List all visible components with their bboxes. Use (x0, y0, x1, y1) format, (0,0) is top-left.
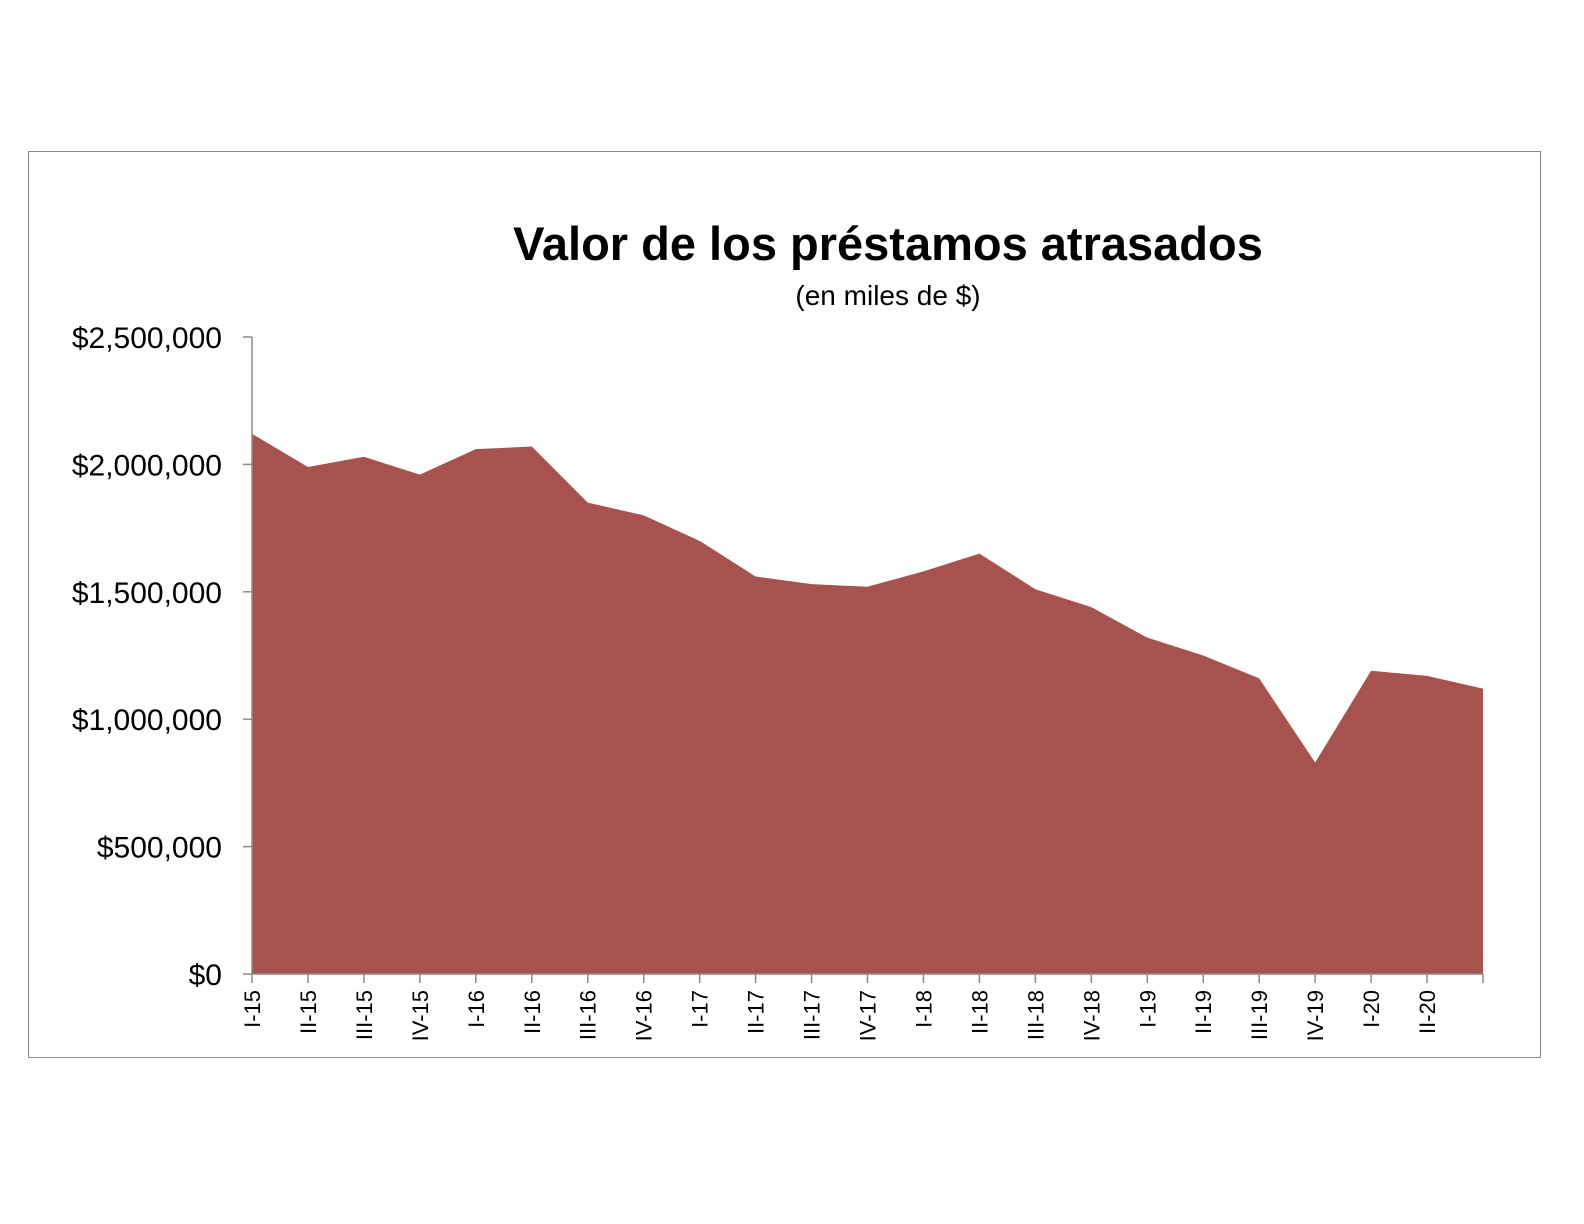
x-tick-label: III-19 (1247, 990, 1272, 1040)
x-tick-label: IV-16 (632, 990, 657, 1041)
y-tick-label: $2,500,000 (72, 322, 222, 355)
x-tick-label: I-16 (464, 990, 489, 1028)
chart-subtitle: (en miles de $) (795, 280, 980, 311)
y-tick-label: $1,500,000 (72, 577, 222, 610)
x-tick-label: IV-15 (408, 990, 433, 1041)
x-tick-label: III-16 (576, 990, 601, 1040)
y-tick-label: $1,000,000 (72, 704, 222, 737)
x-tick-label: IV-18 (1079, 990, 1104, 1041)
y-tick-label: $0 (189, 959, 222, 992)
area-chart: Valor de los préstamos atrasados (en mil… (72, 217, 1484, 1041)
x-tick-label: I-19 (1135, 990, 1160, 1028)
x-tick-label: I-20 (1359, 990, 1384, 1028)
x-tick-label: I-15 (240, 990, 265, 1028)
x-tick-label: III-17 (800, 990, 825, 1040)
x-tick-label: III-18 (1023, 990, 1048, 1040)
x-tick-label: IV-17 (856, 990, 881, 1041)
x-tick-label: IV-19 (1303, 990, 1328, 1041)
x-tick-label: III-15 (352, 990, 377, 1040)
x-tick-label: I-18 (911, 990, 936, 1028)
y-tick-label: $2,000,000 (72, 449, 222, 482)
chart-title: Valor de los préstamos atrasados (513, 217, 1263, 270)
x-tick-label: II-20 (1415, 990, 1440, 1034)
x-tick-label: II-15 (296, 990, 321, 1034)
x-tick-label: II-18 (967, 990, 992, 1034)
y-tick-label: $500,000 (97, 832, 222, 865)
x-tick-label: II-17 (744, 990, 769, 1034)
x-tick-label: II-19 (1191, 990, 1216, 1034)
chart-frame: Valor de los préstamos atrasados (en mil… (28, 151, 1541, 1058)
area-series (252, 433, 1483, 974)
x-tick-label: II-16 (520, 990, 545, 1034)
x-tick-label: I-17 (688, 990, 713, 1028)
